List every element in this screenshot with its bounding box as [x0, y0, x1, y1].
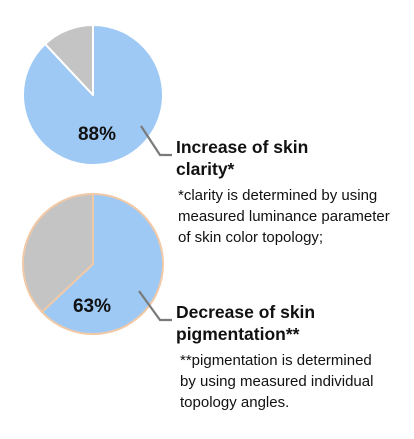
pie-label-pigmentation: 63% — [73, 296, 111, 317]
leader-line-clarity — [140, 125, 172, 157]
pie-chart-pigmentation — [22, 193, 164, 335]
footnote-clarity-line-2: measured luminance parameter — [178, 208, 390, 225]
heading-clarity-line-1: Increase of skin — [176, 137, 309, 157]
leader-line-pigmentation — [138, 290, 172, 322]
pie-clarity-slice-remainder — [44, 24, 94, 96]
pie-label-clarity: 88% — [78, 124, 116, 145]
footnote-clarity-line-3: of skin color topology; — [178, 229, 324, 246]
heading-clarity: Increase of skin clarity* — [176, 136, 308, 180]
footnote-pigmentation: **pigmentation is determined by using me… — [180, 350, 373, 413]
footnote-pigmentation-line-1: **pigmentation is determined — [180, 352, 372, 369]
heading-pigmentation-line-2: pigmentation** — [176, 324, 300, 344]
pie-pigmentation-slice-remainder — [22, 193, 94, 313]
footnote-clarity-line-1: *clarity is determined by using — [178, 187, 378, 204]
pie-pigmentation-slice-decrease — [40, 193, 164, 335]
footnote-pigmentation-line-3: topology angles. — [180, 394, 290, 411]
heading-clarity-line-2: clarity* — [176, 159, 235, 179]
heading-pigmentation: Decrease of skin pigmentation** — [176, 301, 315, 345]
footnote-clarity: *clarity is determined by using measured… — [178, 185, 390, 248]
footnote-pigmentation-line-2: by using measured individual — [180, 373, 374, 390]
pie-chart-clarity — [22, 24, 164, 166]
heading-pigmentation-line-1: Decrease of skin — [176, 302, 316, 322]
